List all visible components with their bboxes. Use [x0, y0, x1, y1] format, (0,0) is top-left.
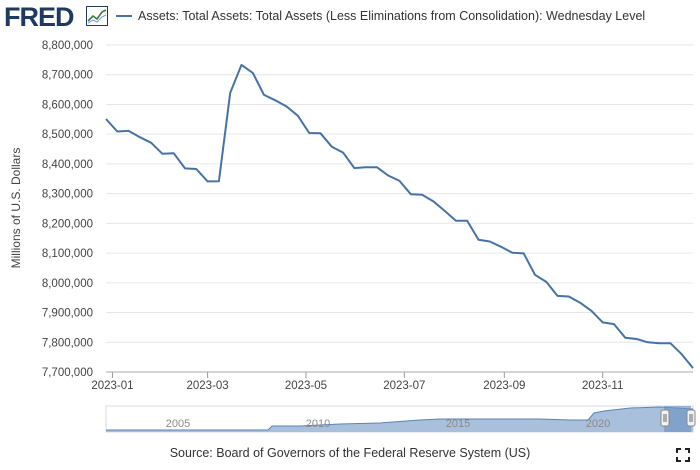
series-group	[104, 63, 695, 370]
range-navigator[interactable]: 2005 2010 2015 2020	[105, 405, 696, 433]
data-point[interactable]	[488, 239, 492, 243]
data-point[interactable]	[239, 63, 243, 67]
data-point[interactable]	[476, 238, 480, 242]
y-tick-label: 8,600,000	[42, 99, 93, 111]
data-point[interactable]	[600, 320, 604, 324]
data-point[interactable]	[194, 167, 198, 171]
data-point[interactable]	[273, 98, 277, 102]
navigator-line	[106, 406, 694, 431]
data-point[interactable]	[149, 141, 153, 145]
data-point[interactable]	[646, 340, 650, 344]
data-point[interactable]	[172, 151, 176, 155]
data-point[interactable]	[126, 129, 130, 133]
navigator-year-label: 2010	[306, 418, 330, 430]
y-tick-label: 8,700,000	[42, 70, 93, 82]
data-point[interactable]	[217, 179, 221, 183]
y-tick-label: 8,100,000	[42, 248, 93, 260]
data-point[interactable]	[251, 71, 255, 75]
data-point[interactable]	[160, 152, 164, 156]
x-tick-label: 2023-03	[186, 380, 228, 392]
navigator-handle-right[interactable]	[686, 409, 696, 427]
data-point[interactable]	[623, 336, 627, 340]
data-point[interactable]	[442, 209, 446, 213]
data-point[interactable]	[318, 131, 322, 135]
data-point[interactable]	[386, 173, 390, 177]
data-point[interactable]	[330, 144, 334, 148]
data-point[interactable]	[589, 309, 593, 313]
data-point[interactable]	[228, 91, 232, 95]
y-tick-label: 8,300,000	[42, 189, 93, 201]
y-tick-label: 8,000,000	[42, 278, 93, 290]
data-point[interactable]	[138, 135, 142, 139]
data-point[interactable]	[634, 337, 638, 341]
navigator-year-label: 2015	[446, 418, 470, 430]
navigator-handle-left[interactable]	[660, 409, 670, 427]
data-point[interactable]	[262, 93, 266, 97]
data-point[interactable]	[510, 251, 514, 255]
legend-swatch	[116, 14, 132, 17]
data-point[interactable]	[668, 341, 672, 345]
navigator-year-label: 2005	[166, 418, 190, 430]
x-tick-label: 2023-07	[383, 380, 425, 392]
y-tick-label: 8,400,000	[42, 159, 93, 171]
data-point[interactable]	[454, 218, 458, 222]
data-point[interactable]	[499, 245, 503, 249]
data-point[interactable]	[409, 192, 413, 196]
series-line[interactable]	[105, 63, 694, 369]
chart-line-icon	[86, 6, 108, 26]
x-tick-label: 2023-01	[91, 380, 133, 392]
data-point[interactable]	[555, 294, 559, 298]
data-point[interactable]	[465, 218, 469, 222]
data-point[interactable]	[284, 104, 288, 108]
y-axis-ticks: 7,700,000 7,800,000 7,900,000 8,000,000 8,10…	[42, 40, 93, 379]
y-tick-label: 7,700,000	[42, 367, 93, 379]
data-point[interactable]	[691, 366, 695, 370]
data-point[interactable]	[341, 150, 345, 154]
y-tick-label: 7,900,000	[42, 308, 93, 320]
fred-logo[interactable]: FRED	[4, 2, 74, 32]
data-point[interactable]	[183, 166, 187, 170]
y-tick-label: 8,200,000	[42, 218, 93, 230]
x-tick-label: 2023-11	[582, 380, 623, 392]
navigator-year-label: 2020	[586, 418, 610, 430]
data-point[interactable]	[352, 166, 356, 170]
source-note: Source: Board of Governors of the Federa…	[169, 446, 531, 460]
data-point[interactable]	[397, 179, 401, 183]
data-point[interactable]	[578, 301, 582, 305]
data-point[interactable]	[307, 131, 311, 135]
chart-legend[interactable]: Assets: Total Assets: Total Assets (Less…	[116, 9, 645, 23]
x-tick-label: 2023-05	[285, 380, 327, 392]
plot-area	[106, 45, 693, 372]
data-point[interactable]	[567, 294, 571, 298]
data-point[interactable]	[521, 251, 525, 255]
data-point[interactable]	[544, 280, 548, 284]
y-tick-label: 8,500,000	[42, 129, 93, 141]
data-point[interactable]	[296, 114, 300, 118]
data-point[interactable]	[115, 129, 119, 133]
data-point[interactable]	[612, 322, 616, 326]
data-point[interactable]	[205, 179, 209, 183]
data-point[interactable]	[420, 193, 424, 197]
legend-label: Assets: Total Assets: Total Assets (Less…	[138, 9, 646, 23]
x-axis-ticks: 2023-01 2023-03 2023-05 2023-07 2023-09 2023-…	[91, 371, 693, 392]
y-tick-label: 8,800,000	[42, 40, 93, 52]
fullscreen-icon[interactable]	[676, 448, 690, 462]
data-point[interactable]	[657, 341, 661, 345]
navigator-labels: 2005 2010 2015 2020	[166, 418, 610, 430]
data-point[interactable]	[431, 199, 435, 203]
chart-header: FRED Assets: Total Assets: Total Assets …	[0, 0, 700, 36]
data-point[interactable]	[104, 117, 108, 121]
data-point[interactable]	[680, 352, 684, 356]
data-point[interactable]	[363, 165, 367, 169]
y-tick-label: 7,800,000	[42, 337, 93, 349]
data-point[interactable]	[533, 273, 537, 277]
data-point[interactable]	[375, 165, 379, 169]
line-chart[interactable]: 7,700,000 7,800,000 7,900,000 8,000,000 8,10…	[0, 0, 700, 440]
x-tick-label: 2023-09	[483, 380, 525, 392]
navigator-area	[106, 407, 693, 432]
